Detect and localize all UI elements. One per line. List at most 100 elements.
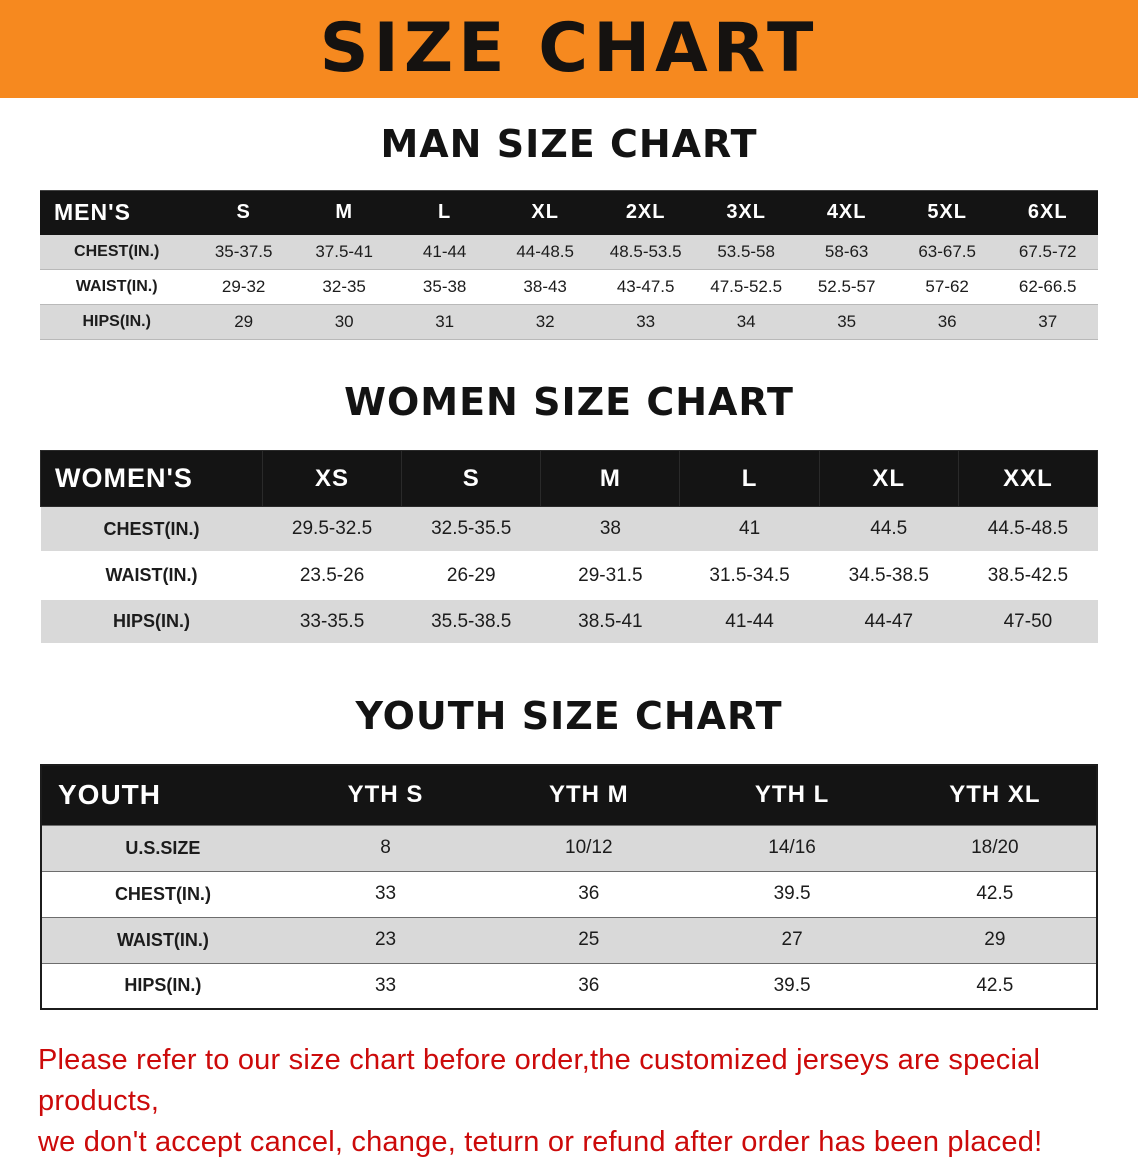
youth-cell-u-s-size-yth-xl: 18/20: [893, 824, 1097, 871]
men-cell-hips-in-l: 31: [394, 304, 495, 340]
youth-size-table: YOUTH YTH S YTH M YTH L YTH XL U.S.SIZE 8 10/12…: [40, 764, 1098, 1010]
women-cell-hips-in-xs: 33-35.5: [262, 598, 402, 646]
men-header-s: S: [193, 190, 294, 235]
youth-header-yth-s: YTH S: [283, 765, 488, 825]
youth-row-hips-in: HIPS(IN.) 33 36 39.5 42.5: [41, 962, 1097, 1009]
youth-cell-hips-in-yth-s: 33: [283, 962, 488, 1009]
men-cell-chest-in-5xl: 63-67.5: [896, 234, 998, 270]
youth-cell-chest-in-yth-m: 36: [487, 870, 691, 917]
men-header-2xl: 2XL: [595, 190, 696, 235]
men-cell-waist-in-6xl: 62-66.5: [997, 269, 1098, 305]
men-cell-hips-in-m: 30: [293, 304, 395, 340]
youth-row-waist-in: WAIST(IN.) 23 25 27 29: [41, 916, 1097, 963]
men-row-hips-in: HIPS(IN.) 29 30 31 32 33 34 35 36 37: [40, 304, 1098, 340]
men-row-chest-in: CHEST(IN.) 35-37.5 37.5-41 41-44 44-48.5 48.5…: [40, 234, 1098, 270]
men-cell-hips-in-2xl: 33: [595, 304, 696, 340]
men-cell-waist-in-xl: 38-43: [494, 269, 596, 305]
youth-row-label: U.S.SIZE: [41, 824, 284, 871]
youth-row-label: WAIST(IN.): [41, 916, 284, 963]
women-header-xl: XL: [818, 450, 959, 507]
youth-cell-hips-in-yth-l: 39.5: [690, 962, 894, 1009]
men-cell-waist-in-l: 35-38: [394, 269, 495, 305]
men-header-row: MEN'S S M L XL 2XL 3XL 4XL 5XL 6XL: [40, 190, 1098, 235]
youth-row-chest-in: CHEST(IN.) 33 36 39.5 42.5: [41, 870, 1097, 917]
men-cell-hips-in-5xl: 36: [896, 304, 998, 340]
men-cell-hips-in-6xl: 37: [997, 304, 1098, 340]
women-header-label: WOMEN'S: [40, 450, 263, 507]
women-header-l: L: [679, 450, 820, 507]
youth-header-yth-xl: YTH XL: [893, 765, 1097, 825]
men-header-m: M: [293, 190, 395, 235]
youth-cell-hips-in-yth-m: 36: [487, 962, 691, 1009]
men-header-5xl: 5XL: [896, 190, 998, 235]
women-cell-waist-in-xxl: 38.5-42.5: [958, 552, 1098, 600]
men-cell-waist-in-3xl: 47.5-52.5: [695, 269, 797, 305]
women-cell-hips-in-xxl: 47-50: [958, 598, 1098, 646]
women-cell-waist-in-xs: 23.5-26: [262, 552, 402, 600]
women-header-s: S: [401, 450, 542, 507]
banner-title: SIZE CHART: [319, 9, 819, 88]
men-cell-waist-in-4xl: 52.5-57: [796, 269, 897, 305]
disclaimer-line-2: we don't accept cancel, change, teturn o…: [38, 1126, 1043, 1158]
men-cell-chest-in-2xl: 48.5-53.5: [595, 234, 696, 270]
youth-header-row: YOUTH YTH S YTH M YTH L YTH XL: [41, 765, 1097, 825]
women-row-label: HIPS(IN.): [40, 598, 263, 646]
youth-header-label: YOUTH: [41, 765, 284, 825]
women-cell-chest-in-xs: 29.5-32.5: [262, 506, 402, 554]
youth-row-label: CHEST(IN.): [41, 870, 284, 917]
men-cell-chest-in-s: 35-37.5: [193, 234, 294, 270]
men-cell-chest-in-xl: 44-48.5: [494, 234, 596, 270]
men-header-label: MEN'S: [40, 190, 194, 235]
men-row-waist-in: WAIST(IN.) 29-32 32-35 35-38 38-43 43-47.5 47.…: [40, 269, 1098, 305]
women-cell-hips-in-s: 35.5-38.5: [401, 598, 541, 646]
women-cell-waist-in-l: 31.5-34.5: [679, 552, 820, 600]
men-cell-chest-in-4xl: 58-63: [796, 234, 897, 270]
women-row-label: CHEST(IN.): [40, 506, 263, 554]
men-header-l: L: [394, 190, 495, 235]
men-row-label: WAIST(IN.): [40, 269, 194, 305]
women-cell-waist-in-xl: 34.5-38.5: [819, 552, 959, 600]
youth-cell-chest-in-yth-l: 39.5: [690, 870, 894, 917]
women-cell-chest-in-xl: 44.5: [819, 506, 959, 554]
women-header-xs: XS: [261, 450, 403, 507]
men-header-xl: XL: [494, 190, 596, 235]
youth-cell-u-s-size-yth-s: 8: [283, 824, 488, 871]
youth-cell-u-s-size-yth-m: 10/12: [487, 824, 691, 871]
disclaimer: Please refer to our size chart before or…: [38, 1040, 1100, 1163]
men-cell-chest-in-3xl: 53.5-58: [695, 234, 797, 270]
women-row-hips-in: HIPS(IN.) 33-35.5 35.5-38.5 38.5-41 41-44 44-…: [40, 598, 1098, 646]
women-heading: WOMEN SIZE CHART: [344, 380, 794, 424]
men-section: MAN SIZE CHART MEN'S S M L XL 2XL 3XL 4XL 5XL 6XL…: [0, 122, 1138, 340]
men-cell-hips-in-xl: 32: [494, 304, 596, 340]
women-header-xxl: XXL: [957, 450, 1099, 507]
men-size-table: MEN'S S M L XL 2XL 3XL 4XL 5XL 6XL CHEST(IN.) 35-37…: [40, 190, 1098, 340]
women-header-row: WOMEN'S XS S M L XL XXL: [40, 450, 1099, 507]
youth-header-yth-l: YTH L: [690, 765, 894, 825]
men-header-6xl: 6XL: [997, 190, 1098, 235]
men-cell-hips-in-4xl: 35: [796, 304, 897, 340]
men-heading: MAN SIZE CHART: [380, 122, 758, 166]
men-row-label: CHEST(IN.): [40, 234, 194, 270]
men-cell-chest-in-l: 41-44: [394, 234, 495, 270]
men-cell-waist-in-2xl: 43-47.5: [595, 269, 696, 305]
men-row-label: HIPS(IN.): [40, 304, 194, 340]
women-size-table: WOMEN'S XS S M L XL XXL CHEST(IN.) 29.5-32.5 32.5…: [40, 450, 1099, 646]
youth-cell-waist-in-yth-m: 25: [487, 916, 691, 963]
women-cell-chest-in-xxl: 44.5-48.5: [958, 506, 1098, 554]
youth-cell-waist-in-yth-l: 27: [690, 916, 894, 963]
men-cell-waist-in-s: 29-32: [193, 269, 294, 305]
youth-cell-waist-in-yth-s: 23: [283, 916, 488, 963]
women-cell-chest-in-m: 38: [540, 506, 680, 554]
women-section: WOMEN SIZE CHART WOMEN'S XS S M L XL XXL CHEST(…: [0, 380, 1138, 646]
youth-row-label: HIPS(IN.): [41, 962, 284, 1009]
women-cell-hips-in-m: 38.5-41: [540, 598, 680, 646]
women-header-m: M: [540, 450, 681, 507]
women-cell-chest-in-s: 32.5-35.5: [401, 506, 541, 554]
women-cell-chest-in-l: 41: [679, 506, 820, 554]
youth-row-u-s-size: U.S.SIZE 8 10/12 14/16 18/20: [41, 824, 1097, 871]
men-cell-waist-in-5xl: 57-62: [896, 269, 998, 305]
youth-header-yth-m: YTH M: [487, 765, 691, 825]
banner: SIZE CHART: [0, 0, 1138, 98]
men-cell-waist-in-m: 32-35: [293, 269, 395, 305]
